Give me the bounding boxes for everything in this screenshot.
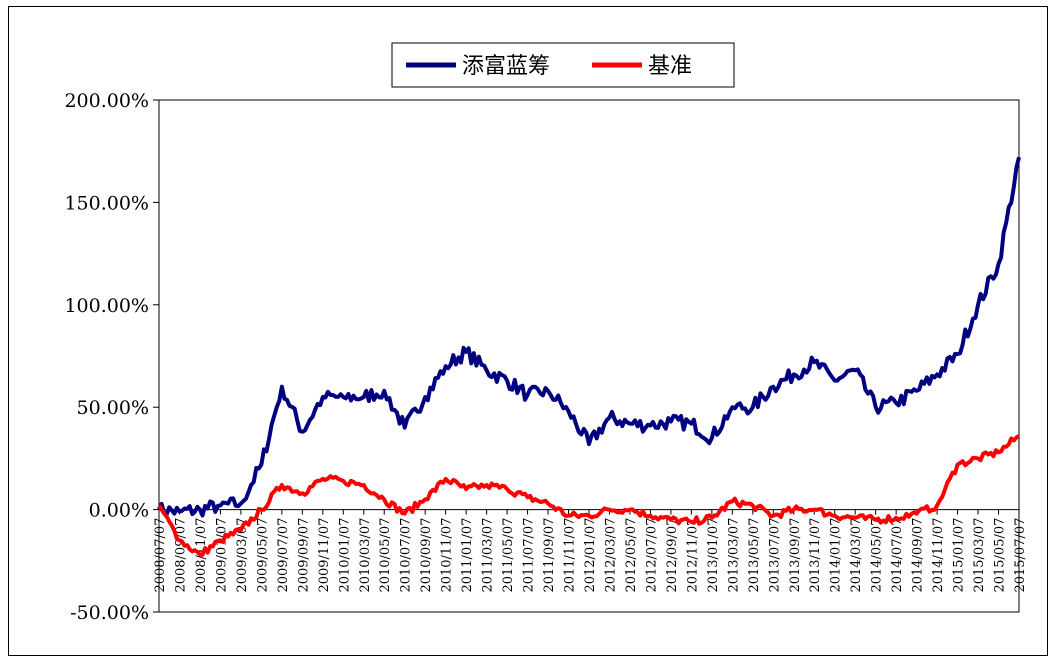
plot-border xyxy=(158,99,1020,613)
series-line-fund xyxy=(157,156,1021,518)
legend: 添富蓝筹 基准 xyxy=(391,42,735,88)
x-axis: 2008/07/07 2008/09/07 2008/11/07 2009/01/07… xyxy=(153,509,1028,593)
x-tick-label: 2013/07/07 xyxy=(767,518,782,593)
x-tick-label: 2009/07/07 xyxy=(276,518,291,593)
y-axis: 200.00% 150.00% 100.00% 50.00% 0.00% -50.00% xyxy=(64,90,159,624)
x-tick-label: 2010/09/07 xyxy=(419,518,434,593)
x-tick-label: 2010/11/07 xyxy=(440,518,455,593)
x-tick-label: 2011/11/07 xyxy=(563,518,578,593)
x-tick-label: 2014/05/07 xyxy=(870,518,885,593)
x-tick-label: 2011/05/07 xyxy=(501,518,516,593)
legend-label: 基准 xyxy=(648,54,692,79)
x-tick-label: 2014/03/07 xyxy=(849,518,864,593)
y-tick-label: 200.00% xyxy=(64,90,149,112)
x-tick-label: 2013/09/07 xyxy=(788,518,803,593)
series-layer xyxy=(157,156,1021,557)
plot-area xyxy=(158,99,1020,613)
x-tick-label: 2008/07/07 xyxy=(153,518,168,593)
chart-frame: 200.00% 150.00% 100.00% 50.00% 0.00% -50.00% … xyxy=(8,6,1048,656)
x-tick-label: 2010/05/07 xyxy=(378,518,393,593)
x-tick-label: 2012/03/07 xyxy=(603,518,618,593)
x-tick-label: 2013/11/07 xyxy=(808,518,823,593)
x-tick-label: 2012/01/07 xyxy=(583,518,598,593)
x-tick-label: 2010/01/07 xyxy=(337,518,352,593)
x-tick-label: 2009/05/07 xyxy=(255,518,270,593)
x-tick-label: 2013/01/07 xyxy=(706,518,721,593)
x-tick-label: 2014/09/07 xyxy=(911,518,926,593)
x-tick-label: 2009/03/07 xyxy=(235,518,250,593)
x-tick-label: 2014/01/07 xyxy=(829,518,844,593)
x-tick-label: 2015/07/07 xyxy=(1013,518,1028,593)
x-tick-label: 2015/03/07 xyxy=(972,518,987,593)
x-tick-label: 2014/11/07 xyxy=(931,518,946,593)
legend-label: 添富蓝筹 xyxy=(462,54,550,79)
x-tick-label: 2009/01/07 xyxy=(214,518,229,593)
y-tick-label: 150.00% xyxy=(64,192,149,214)
x-tick-label: 2009/09/07 xyxy=(296,518,311,593)
x-tick-label: 2013/03/07 xyxy=(726,518,741,593)
y-tick-label: -50.00% xyxy=(70,602,149,624)
x-tick-label: 2015/01/07 xyxy=(952,518,967,593)
x-tick-label: 2008/09/07 xyxy=(173,518,188,593)
x-tick-label: 2012/11/07 xyxy=(685,518,700,593)
x-tick-label: 2009/11/07 xyxy=(317,518,332,593)
x-tick-label: 2015/05/07 xyxy=(993,518,1008,593)
y-tick-label: 50.00% xyxy=(77,397,149,419)
line-chart: 200.00%150.00%100.00%50.00%0.00%-50.00% … xyxy=(64,42,1028,624)
x-tick-label: 2011/03/07 xyxy=(481,518,496,593)
x-tick-label: 2012/09/07 xyxy=(665,518,680,593)
x-tick-label: 2010/07/07 xyxy=(399,518,414,593)
x-tick-label: 2010/03/07 xyxy=(358,518,373,593)
y-tick-label: 100.00% xyxy=(64,295,149,317)
x-tick-label: 2011/01/07 xyxy=(460,518,475,593)
y-tick-label: 0.00% xyxy=(89,500,149,522)
x-tick-label: 2011/07/07 xyxy=(522,518,537,593)
series-line-benchmark xyxy=(157,434,1021,557)
x-tick-label: 2011/09/07 xyxy=(542,518,557,593)
x-tick-label: 2014/07/07 xyxy=(890,518,905,593)
x-tick-label: 2012/07/07 xyxy=(644,518,659,593)
x-tick-label: 2012/05/07 xyxy=(624,518,639,593)
x-tick-label: 2013/05/07 xyxy=(747,518,762,593)
